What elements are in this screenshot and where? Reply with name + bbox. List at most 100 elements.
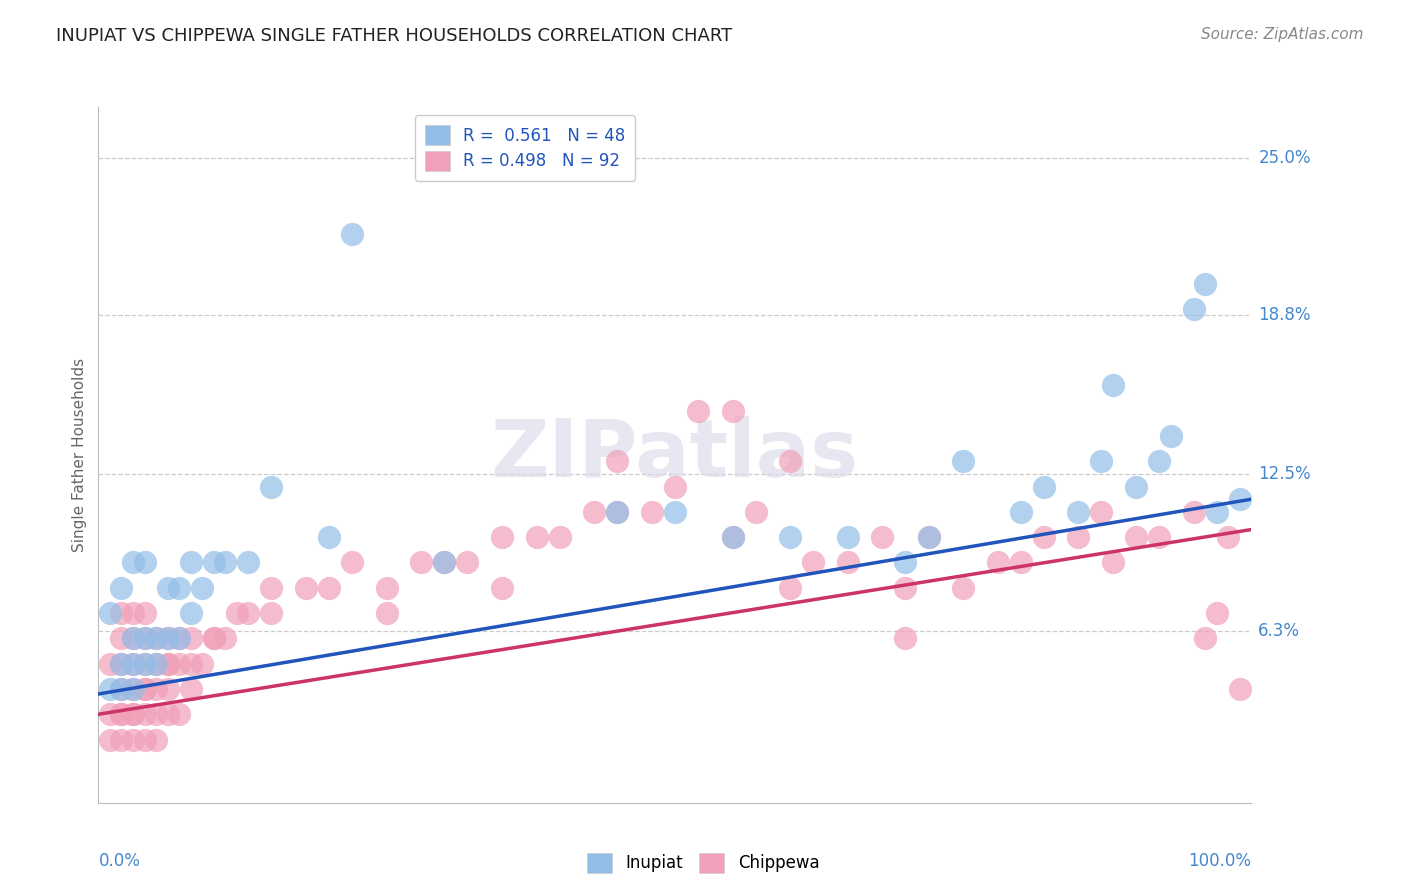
Point [134,681,156,696]
Point [167,632,190,646]
Point [122,681,145,696]
Point [548,530,571,544]
Point [122,681,145,696]
Point [952,454,974,468]
Point [952,581,974,595]
Point [411,556,433,570]
Point [180,681,202,696]
Point [1229,492,1251,507]
Point [145,681,167,696]
Text: 6.3%: 6.3% [1258,622,1301,640]
Point [917,530,939,544]
Point [98,657,121,671]
Point [122,556,145,570]
Point [134,732,156,747]
Point [134,707,156,722]
Text: 18.8%: 18.8% [1258,305,1310,324]
Point [145,632,167,646]
Point [1229,681,1251,696]
Text: Source: ZipAtlas.com: Source: ZipAtlas.com [1201,27,1364,42]
Point [295,581,318,595]
Point [664,479,686,493]
Text: 12.5%: 12.5% [1258,465,1310,483]
Point [191,581,214,595]
Point [1205,505,1227,519]
Legend: Inupiat, Chippewa: Inupiat, Chippewa [581,847,825,880]
Point [180,657,202,671]
Point [1147,530,1170,544]
Point [1218,530,1240,544]
Point [894,632,917,646]
Point [801,556,824,570]
Point [744,505,766,519]
Text: 0.0%: 0.0% [98,852,141,870]
Point [202,632,225,646]
Point [98,732,121,747]
Point [145,732,167,747]
Point [1010,556,1032,570]
Point [167,632,190,646]
Point [1102,378,1125,392]
Point [202,632,225,646]
Point [606,505,628,519]
Point [134,632,156,646]
Point [110,707,132,722]
Point [134,632,156,646]
Point [122,632,145,646]
Point [238,606,260,620]
Point [110,657,132,671]
Point [110,657,132,671]
Point [134,657,156,671]
Point [375,581,398,595]
Point [134,681,156,696]
Point [180,606,202,620]
Text: INUPIAT VS CHIPPEWA SINGLE FATHER HOUSEHOLDS CORRELATION CHART: INUPIAT VS CHIPPEWA SINGLE FATHER HOUSEH… [56,27,733,45]
Point [491,581,513,595]
Point [122,657,145,671]
Point [456,556,478,570]
Point [375,606,398,620]
Point [98,707,121,722]
Point [122,632,145,646]
Point [721,403,744,417]
Text: 100.0%: 100.0% [1188,852,1251,870]
Legend: R =  0.561   N = 48, R = 0.498   N = 92: R = 0.561 N = 48, R = 0.498 N = 92 [415,115,636,180]
Point [1125,530,1147,544]
Point [122,707,145,722]
Point [1160,429,1182,443]
Point [134,556,156,570]
Point [156,657,179,671]
Point [1032,530,1054,544]
Point [110,732,132,747]
Point [1205,606,1227,620]
Point [583,505,606,519]
Point [180,556,202,570]
Point [145,707,167,722]
Point [491,530,513,544]
Point [122,732,145,747]
Point [110,606,132,620]
Point [526,530,548,544]
Point [917,530,939,544]
Point [156,632,179,646]
Text: ZIPatlas: ZIPatlas [491,416,859,494]
Point [156,707,179,722]
Point [214,632,236,646]
Point [145,657,167,671]
Point [110,581,132,595]
Point [1090,505,1112,519]
Point [167,581,190,595]
Point [1032,479,1054,493]
Point [606,505,628,519]
Point [1090,454,1112,468]
Point [433,556,456,570]
Point [318,581,340,595]
Point [167,707,190,722]
Point [894,581,917,595]
Point [433,556,456,570]
Point [238,556,260,570]
Point [606,454,628,468]
Point [110,632,132,646]
Point [837,556,859,570]
Point [1147,454,1170,468]
